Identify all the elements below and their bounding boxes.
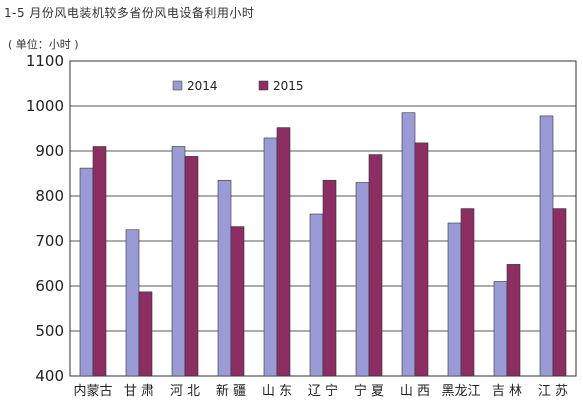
x-category-label: 黑龙江 bbox=[441, 384, 480, 399]
y-tick-label: 500 bbox=[35, 322, 64, 340]
x-category-label: 内蒙古 bbox=[73, 383, 112, 399]
bar-2015 bbox=[552, 208, 567, 377]
y-tick-label: 1000 bbox=[26, 97, 64, 115]
y-tick-label: 800 bbox=[35, 187, 64, 205]
bar-2014 bbox=[401, 112, 416, 377]
bar-2015 bbox=[414, 142, 429, 377]
bar-2015 bbox=[460, 208, 475, 377]
bar-2015 bbox=[506, 264, 521, 377]
bar-2015 bbox=[276, 127, 291, 377]
bar-2015 bbox=[368, 154, 383, 377]
bar-2014 bbox=[447, 222, 462, 377]
bar-2014 bbox=[539, 115, 554, 377]
x-category-label: 吉 林 bbox=[492, 384, 522, 399]
y-tick-label: 700 bbox=[35, 232, 64, 250]
bar-2014 bbox=[355, 182, 370, 377]
legend-label: 2014 bbox=[187, 79, 218, 93]
bar-2015 bbox=[322, 179, 337, 377]
x-category-label: 山 东 bbox=[262, 384, 292, 399]
bar-2014 bbox=[79, 167, 94, 377]
bar-2015 bbox=[138, 291, 153, 377]
x-category-label: 新 疆 bbox=[216, 383, 246, 399]
bar-2015 bbox=[92, 146, 107, 377]
legend-swatch bbox=[172, 80, 183, 91]
x-category-label: 河 北 bbox=[170, 384, 200, 399]
x-category-label: 江 苏 bbox=[538, 383, 568, 399]
x-category-label: 辽 宁 bbox=[308, 383, 338, 399]
y-tick-label: 1100 bbox=[26, 52, 64, 70]
bar-2014 bbox=[493, 281, 508, 377]
y-axis-unit-label: ( 单位：小时 ) bbox=[8, 38, 79, 51]
bar-2015 bbox=[184, 156, 199, 377]
legend-swatch bbox=[258, 80, 269, 91]
bar-2014 bbox=[217, 179, 232, 377]
chart-title: 1-5 月份风电装机较多省份风电设备利用小时 bbox=[4, 6, 255, 20]
x-category-label: 山 西 bbox=[400, 384, 430, 399]
bar-2014 bbox=[171, 146, 186, 377]
y-tick-label: 600 bbox=[35, 277, 64, 295]
x-category-label: 宁 夏 bbox=[354, 383, 384, 399]
x-category-label: 甘 肃 bbox=[124, 384, 154, 399]
bar-2015 bbox=[230, 226, 245, 377]
legend-label: 2015 bbox=[273, 79, 304, 93]
bar-2014 bbox=[263, 137, 278, 377]
y-tick-label: 400 bbox=[35, 367, 64, 385]
y-tick-label: 900 bbox=[35, 142, 64, 160]
bar-2014 bbox=[125, 229, 140, 377]
bar-2014 bbox=[309, 213, 324, 377]
